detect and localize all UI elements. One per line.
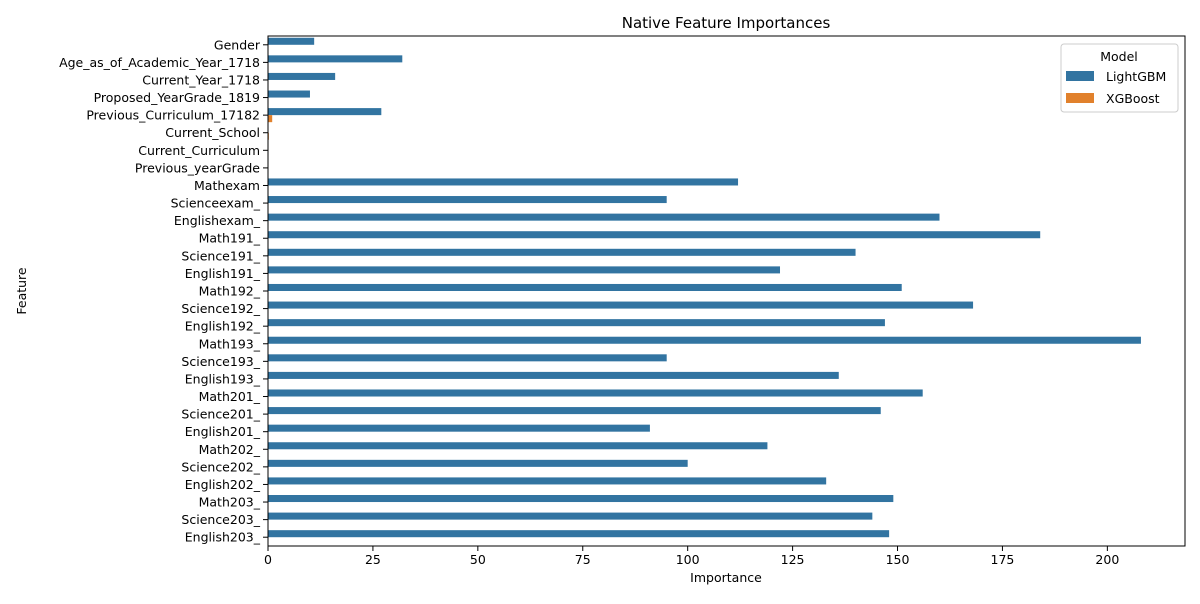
y-tick-label: Science193_ xyxy=(181,354,260,369)
bar-lightgbm-19 xyxy=(268,371,839,379)
bar-lightgbm-28 xyxy=(268,530,890,538)
y-tick-label: Current_Year_1718 xyxy=(142,72,260,87)
x-tick-layer: 0 25 50 75 100 125 150 175 200 xyxy=(264,546,1119,567)
bars-layer xyxy=(268,37,1141,538)
x-tick-label: 150 xyxy=(886,552,910,567)
bar-lightgbm-0 xyxy=(268,37,315,45)
y-tick-label: English192_ xyxy=(185,319,261,334)
x-tick-label: 100 xyxy=(676,552,700,567)
y-tick-label: Current_Curriculum xyxy=(138,143,260,158)
bar-lightgbm-24 xyxy=(268,459,688,467)
bar-lightgbm-11 xyxy=(268,231,1041,239)
y-tick-label: Englishexam_ xyxy=(174,213,261,228)
x-tick-label: 0 xyxy=(264,552,272,567)
y-tick-label: Math193_ xyxy=(199,336,261,351)
x-tick-label: 25 xyxy=(365,552,381,567)
y-tick-label: Current_School xyxy=(165,125,260,140)
bar-lightgbm-25 xyxy=(268,477,827,485)
y-tick-label: English201_ xyxy=(185,424,261,439)
x-tick-label: 50 xyxy=(470,552,486,567)
bar-lightgbm-16 xyxy=(268,319,885,327)
bar-lightgbm-26 xyxy=(268,495,894,503)
bar-lightgbm-27 xyxy=(268,512,873,520)
bar-lightgbm-18 xyxy=(268,354,667,362)
bar-lightgbm-2 xyxy=(268,72,336,80)
legend-title: Model xyxy=(1100,49,1138,64)
bar-lightgbm-14 xyxy=(268,283,902,291)
y-tick-label: Previous_Curriculum_17182 xyxy=(86,108,260,123)
y-tick-layer: Gender Age_as_of_Academic_Year_1718 Curren… xyxy=(59,37,268,545)
y-tick-label: Gender xyxy=(214,37,261,52)
x-tick-label: 200 xyxy=(1095,552,1119,567)
y-tick-label: English202_ xyxy=(185,477,261,492)
y-tick-label: Math202_ xyxy=(199,442,261,457)
legend-swatch-lightgbm xyxy=(1066,71,1094,81)
bar-lightgbm-12 xyxy=(268,248,856,256)
bar-lightgbm-10 xyxy=(268,213,940,221)
bar-lightgbm-9 xyxy=(268,196,667,204)
legend-label-xgboost: XGBoost xyxy=(1106,91,1160,106)
bar-lightgbm-17 xyxy=(268,336,1141,344)
y-tick-label: Scienceexam_ xyxy=(171,196,261,211)
legend: Model LightGBM XGBoost xyxy=(1060,43,1179,113)
bar-lightgbm-13 xyxy=(268,266,781,274)
x-tick-label: 125 xyxy=(781,552,805,567)
bar-lightgbm-3 xyxy=(268,90,310,98)
bar-lightgbm-21 xyxy=(268,407,881,415)
y-tick-label: Science203_ xyxy=(181,512,260,527)
y-tick-label: Science201_ xyxy=(181,407,260,422)
y-tick-label: Math203_ xyxy=(199,495,261,510)
y-tick-label: Math192_ xyxy=(199,284,261,299)
y-tick-label: Science202_ xyxy=(181,459,260,474)
bar-lightgbm-4 xyxy=(268,108,382,116)
x-axis-label: Importance xyxy=(690,570,762,585)
y-tick-label: Age_as_of_Academic_Year_1718 xyxy=(59,55,260,70)
bar-lightgbm-1 xyxy=(268,55,403,63)
bar-xgboost-4 xyxy=(268,115,273,123)
bar-lightgbm-15 xyxy=(268,301,974,309)
legend-swatch-xgboost xyxy=(1066,93,1094,103)
x-tick-label: 175 xyxy=(991,552,1015,567)
x-tick-label: 75 xyxy=(575,552,591,567)
y-tick-label: English193_ xyxy=(185,371,261,386)
y-tick-label: Science192_ xyxy=(181,301,260,316)
chart-title: Native Feature Importances xyxy=(622,14,831,32)
y-axis-label: Feature xyxy=(14,267,29,315)
legend-label-lightgbm: LightGBM xyxy=(1106,69,1166,84)
bar-lightgbm-20 xyxy=(268,389,923,397)
y-tick-label: Mathexam xyxy=(194,178,260,193)
bar-lightgbm-23 xyxy=(268,442,768,450)
y-tick-label: Proposed_YearGrade_1819 xyxy=(94,90,260,105)
y-tick-label: Science191_ xyxy=(181,248,260,263)
y-tick-label: Previous_yearGrade xyxy=(135,160,260,175)
y-tick-label: Math201_ xyxy=(199,389,261,404)
bar-lightgbm-8 xyxy=(268,178,739,186)
y-tick-label: Math191_ xyxy=(199,231,261,246)
y-tick-label: English191_ xyxy=(185,266,261,281)
bar-lightgbm-22 xyxy=(268,424,650,432)
plot-frame xyxy=(267,35,1186,547)
y-tick-label: English203_ xyxy=(185,530,261,545)
